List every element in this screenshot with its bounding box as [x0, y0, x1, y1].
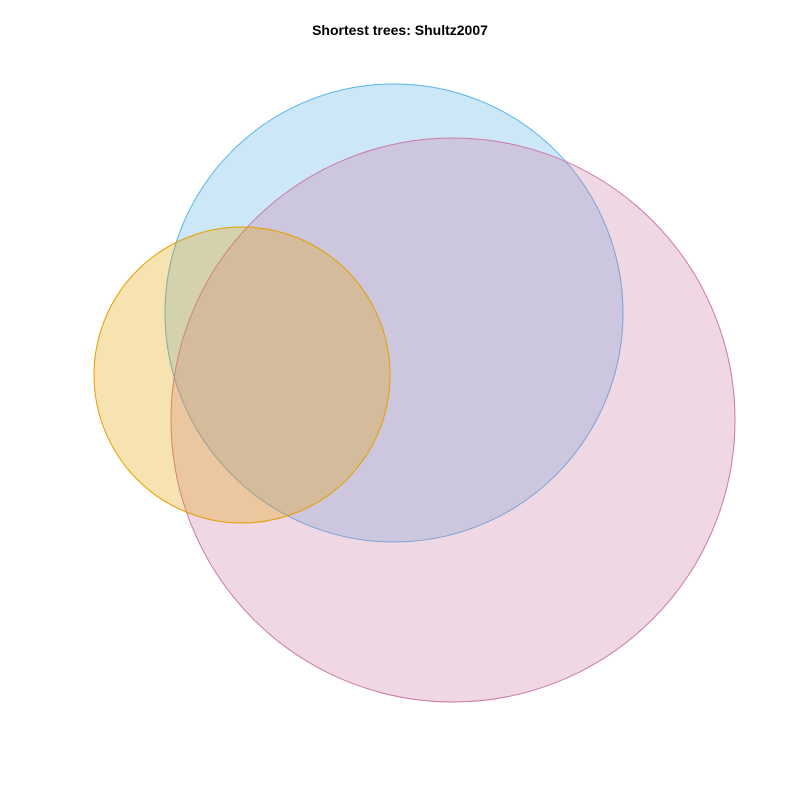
set-circle-orange: [93, 226, 391, 524]
set-circle-pink: [170, 137, 736, 703]
set-circle-blue: [164, 83, 624, 543]
diagram-title: Shortest trees: Shultz2007: [312, 22, 488, 38]
